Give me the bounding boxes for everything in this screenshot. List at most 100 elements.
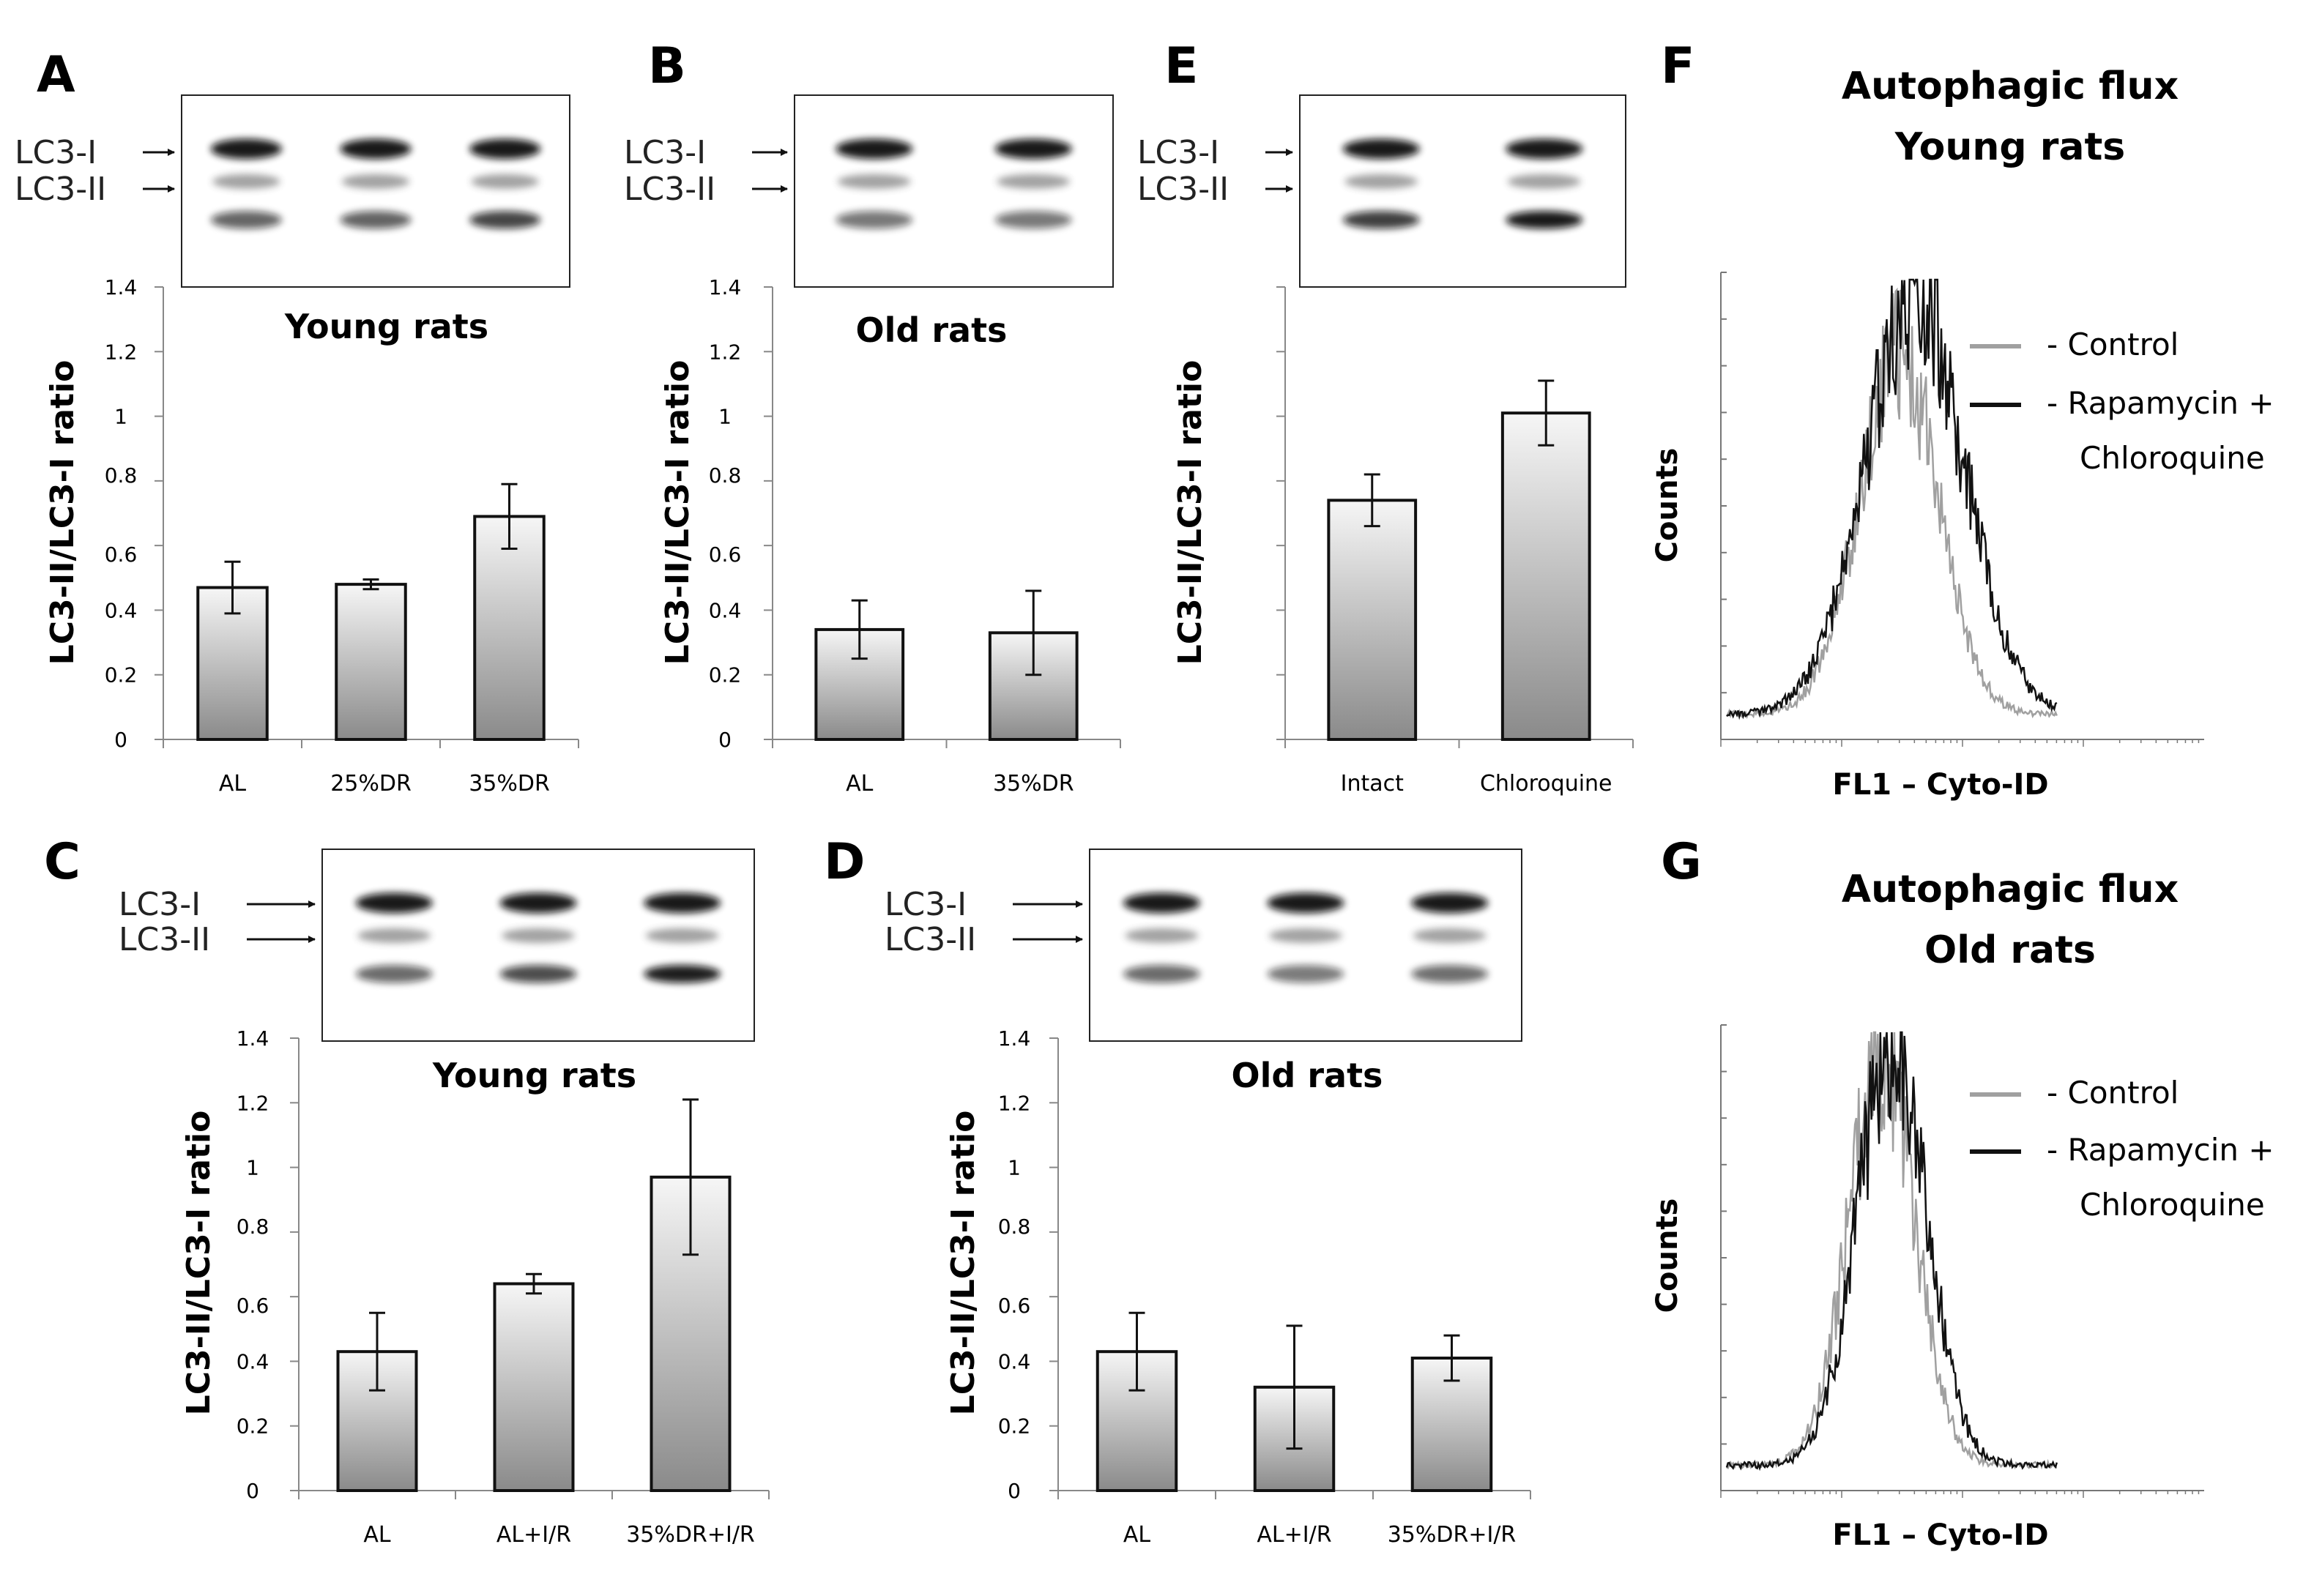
smear-band [357,928,431,943]
lc3-ii-label: LC3-II [624,171,715,208]
bar [196,586,269,741]
chart-title: Old rats [856,310,1008,350]
lc3-ii-band [1267,965,1344,983]
y-tick-label: 0.4 [105,598,138,622]
lc3-ii-band [340,211,412,229]
bar [493,1282,575,1492]
x-axis-label: FL1 – Cyto-ID [1832,1518,2048,1552]
lc3-ii-band [1411,965,1489,983]
chart-title: Old rats [1232,1056,1383,1095]
lc3-i-band [340,138,412,160]
histogram-rapamycin [1725,1031,2058,1472]
x-tick-label: AL [219,771,247,797]
smear-band [1507,174,1581,189]
smear-band [1269,928,1342,943]
lc3-ii-band [836,211,913,229]
y-tick-label: 0.4 [998,1349,1031,1373]
y-tick-label: 0.4 [709,598,742,622]
lc3-ii-label: LC3-II [885,921,976,958]
lc3-i-label: LC3-I [15,134,97,171]
y-tick-label: 0 [246,1479,259,1503]
y-tick-label: 0 [114,728,127,752]
histogram-control [1726,1031,2057,1470]
y-tick-label: 1.4 [105,275,138,299]
lc3-i-band [1506,138,1583,160]
smear-band [471,174,539,189]
y-tick-label: 1.2 [709,340,742,364]
chart-subtitle: Old rats [1924,928,2096,972]
smear-band [212,174,280,189]
lc3-ii-band [644,965,721,983]
lc3-ii-band [994,211,1072,229]
y-tick-label: 1.2 [105,340,138,364]
x-tick-label: 25%DR [330,771,412,797]
western-blot [1089,849,1522,1042]
x-tick-label: AL+I/R [496,1522,571,1548]
lc3-ii-band [1342,211,1420,229]
lc3-i-band [836,138,913,160]
lc3-ii-label: LC3-II [15,171,106,208]
lc3-i-band [1342,138,1420,160]
y-tick-label: 1 [1008,1156,1021,1180]
x-tick-label: 35%DR [993,771,1074,797]
legend-label: Chloroquine [2080,440,2265,476]
y-tick-label: 0.2 [237,1414,269,1439]
lc3-i-band [499,892,577,914]
smear-band [1413,928,1487,943]
lc3-i-band [469,138,541,160]
legend-label: - Control [2047,1075,2179,1111]
y-axis-label: Counts [1651,1198,1684,1313]
y-tick-label: 1.2 [237,1091,269,1115]
y-tick-label: 1.4 [709,275,742,299]
lc3-i-band [1411,892,1489,914]
lc3-i-label: LC3-I [624,134,706,171]
bar [1500,411,1591,742]
legend-label: - Rapamycin + [2047,385,2274,421]
y-tick-label: 0.2 [998,1414,1031,1439]
y-tick-label: 0.8 [998,1215,1031,1239]
lc3-i-band [210,138,282,160]
y-tick-label: 0.8 [709,463,742,488]
histogram-rapamycin [1726,278,2058,720]
y-tick-label: 0.6 [105,542,138,567]
panel-f: F Autophagic flux Young rats - Control - Rap… [1651,37,2274,802]
lc3-i-band [1123,892,1200,914]
histogram-control [1725,287,2058,720]
chart-subtitle: Young rats [1894,125,2126,169]
smear-band [645,928,719,943]
y-axis-label: LC3-II/LC3-I ratio [1172,360,1209,665]
x-tick-label: AL [846,771,874,797]
lc3-i-label: LC3-I [119,886,201,923]
western-blot [181,94,570,288]
smear-band [1344,174,1418,189]
western-blot [321,849,755,1042]
panel-label: C [44,833,81,891]
y-axis-label: LC3-II/LC3-I ratio [659,360,696,665]
lc3-ii-band [210,211,282,229]
chart-title: Young rats [432,1056,636,1095]
smear-band [1125,928,1199,943]
x-tick-label: AL [1123,1522,1151,1548]
x-tick-label: 35%DR+I/R [626,1522,755,1548]
chart-title: Autophagic flux [1842,868,2179,911]
chart-title: Autophagic flux [1842,64,2179,108]
panel-label: E [1164,37,1198,95]
y-tick-label: 0.8 [237,1215,269,1239]
lc3-ii-band [469,211,541,229]
panel-label: D [824,833,865,891]
smear-band [837,174,911,189]
y-axis-label: LC3-II/LC3-I ratio [180,1111,217,1416]
y-tick-label: 1 [246,1156,259,1180]
lc3-i-band [994,138,1072,160]
x-tick-label: 35%DR+I/R [1388,1522,1517,1548]
y-tick-label: 0.6 [237,1294,269,1318]
panel-label: A [37,46,75,104]
smear-band [502,928,575,943]
legend-label: - Control [2047,327,2179,362]
y-tick-label: 1.4 [998,1026,1031,1051]
y-axis-label: Counts [1651,448,1684,563]
